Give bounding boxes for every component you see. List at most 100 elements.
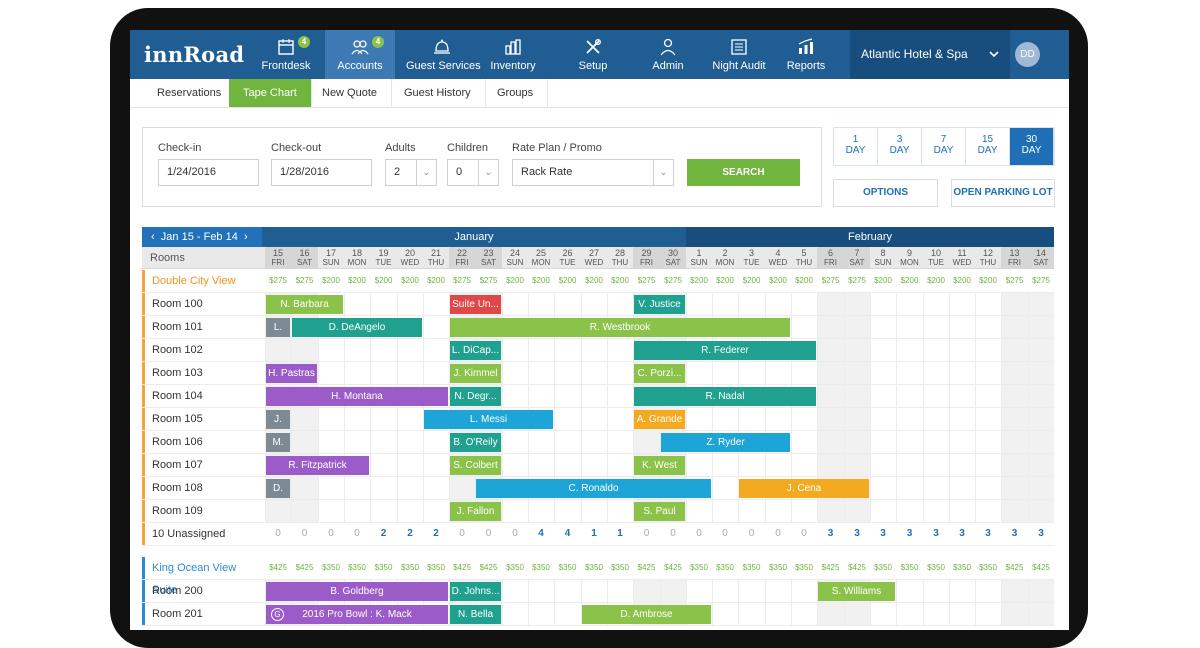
grid-cell[interactable] [1001, 580, 1028, 602]
grid-cell[interactable] [1001, 316, 1028, 338]
grid-cell[interactable] [1028, 362, 1054, 384]
grid-cell[interactable] [1001, 454, 1028, 476]
nav-inventory[interactable]: Inventory [480, 30, 546, 79]
grid-cell[interactable] [844, 316, 870, 338]
grid-cell[interactable] [370, 454, 397, 476]
grid-cell[interactable] [896, 385, 923, 407]
grid-cell[interactable] [502, 603, 528, 625]
reservation-bar[interactable]: B. O'Reily [450, 433, 501, 452]
options-button[interactable]: OPTIONS [833, 179, 938, 207]
grid-cell[interactable] [528, 580, 554, 602]
reservation-bar[interactable]: R. Westbrook [450, 318, 790, 337]
grid-cell[interactable] [554, 385, 581, 407]
grid-cell[interactable] [1028, 500, 1054, 522]
grid-cell[interactable] [791, 293, 817, 315]
grid-cell[interactable] [870, 603, 896, 625]
unassigned-count[interactable]: 3 [880, 528, 886, 539]
reservation-bar[interactable]: H. Montana [266, 387, 448, 406]
grid-cell[interactable] [1028, 339, 1054, 361]
reservation-bar[interactable]: N. Degr... [450, 387, 501, 406]
grid-cell[interactable] [370, 477, 397, 499]
grid-cell[interactable] [870, 316, 896, 338]
reservation-bar[interactable]: J. Fallon [450, 502, 501, 521]
grid-cell[interactable] [318, 500, 344, 522]
unassigned-count[interactable]: 4 [564, 528, 571, 539]
reservation-bar[interactable]: C. Porzi... [634, 364, 685, 383]
grid-cell[interactable] [1028, 408, 1054, 430]
reservation-bar[interactable]: L. Messi [424, 410, 553, 429]
grid-cell[interactable] [370, 362, 397, 384]
grid-cell[interactable] [581, 500, 607, 522]
grid-cell[interactable] [660, 580, 686, 602]
rateplan-select[interactable]: Rack Rate ⌄ [512, 159, 674, 186]
grid-cell[interactable] [923, 385, 949, 407]
grid-cell[interactable] [817, 316, 844, 338]
grid-cell[interactable] [949, 316, 975, 338]
grid-cell[interactable] [528, 454, 554, 476]
grid-cell[interactable] [633, 580, 660, 602]
grid-cell[interactable] [1001, 431, 1028, 453]
reservation-bar[interactable]: G 2016 Pro Bowl : K. Mack [266, 605, 448, 624]
nav-frontdesk[interactable]: Frontdesk 4 [256, 30, 316, 79]
grid-cell[interactable] [607, 431, 633, 453]
grid-cell[interactable] [975, 316, 1001, 338]
reservation-bar[interactable]: S. Colbert [450, 456, 501, 475]
grid-cell[interactable] [817, 603, 844, 625]
unassigned-count[interactable]: 4 [538, 528, 544, 539]
grid-cell[interactable] [870, 500, 896, 522]
grid-cell[interactable] [949, 408, 975, 430]
grid-cell[interactable] [817, 431, 844, 453]
grid-cell[interactable] [554, 580, 581, 602]
grid-cell[interactable] [502, 339, 528, 361]
grid-cell[interactable] [844, 408, 870, 430]
grid-cell[interactable] [738, 500, 765, 522]
grid-cell[interactable] [291, 500, 318, 522]
grid-cell[interactable] [581, 603, 607, 625]
room-type-label[interactable]: Double City View [142, 270, 262, 292]
reservation-bar[interactable]: C. Ronaldo [476, 479, 711, 498]
grid-cell[interactable] [923, 408, 949, 430]
grid-cell[interactable] [923, 293, 949, 315]
grid-cell[interactable] [896, 580, 923, 602]
grid-cell[interactable] [370, 500, 397, 522]
grid-cell[interactable] [502, 500, 528, 522]
reservation-bar[interactable]: D. Ambrose [582, 605, 711, 624]
grid-cell[interactable] [738, 454, 765, 476]
nav-guest-services[interactable]: Guest Services [406, 30, 481, 79]
day-range-15-button[interactable]: 15 DAY [966, 128, 1010, 165]
grid-cell[interactable] [712, 477, 738, 499]
grid-cell[interactable] [870, 408, 896, 430]
grid-cell[interactable] [817, 408, 844, 430]
grid-cell[interactable] [765, 580, 791, 602]
grid-cell[interactable] [949, 362, 975, 384]
grid-cell[interactable] [344, 431, 370, 453]
grid-cell[interactable] [975, 362, 1001, 384]
grid-cell[interactable] [896, 293, 923, 315]
grid-cell[interactable] [370, 431, 397, 453]
grid-cell[interactable] [870, 385, 896, 407]
grid-cell[interactable] [765, 603, 791, 625]
grid-cell[interactable] [923, 362, 949, 384]
grid-cell[interactable] [1001, 339, 1028, 361]
grid-cell[interactable] [554, 362, 581, 384]
reservation-bar[interactable]: Suite Un... [450, 295, 501, 314]
grid-cell[interactable] [370, 293, 397, 315]
grid-cell[interactable] [423, 477, 449, 499]
user-avatar[interactable]: DD [1015, 42, 1040, 67]
grid-cell[interactable] [817, 293, 844, 315]
grid-cell[interactable] [765, 454, 791, 476]
reservation-bar[interactable]: J. Kimmel [450, 364, 501, 383]
grid-cell[interactable] [370, 339, 397, 361]
grid-cell[interactable] [318, 339, 344, 361]
grid-cell[interactable] [528, 603, 554, 625]
unassigned-count[interactable]: 2 [433, 528, 439, 539]
room-label[interactable]: Room 101 [142, 316, 262, 338]
nav-accounts[interactable]: Accounts 4 [325, 30, 395, 79]
grid-cell[interactable] [581, 339, 607, 361]
grid-cell[interactable] [975, 500, 1001, 522]
reservation-bar[interactable]: B. Goldberg [266, 582, 448, 601]
grid-cell[interactable] [528, 500, 554, 522]
grid-cell[interactable] [423, 454, 449, 476]
grid-cell[interactable] [896, 408, 923, 430]
grid-cell[interactable] [686, 293, 712, 315]
